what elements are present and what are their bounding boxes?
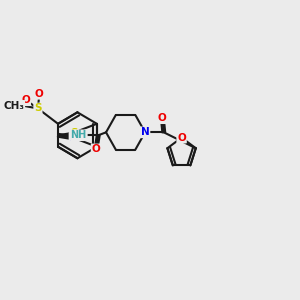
Text: O: O (177, 133, 186, 142)
Text: CH₃: CH₃ (4, 100, 25, 110)
Text: O: O (22, 95, 30, 105)
Text: O: O (35, 89, 44, 99)
Text: N: N (70, 133, 78, 143)
Text: O: O (92, 144, 100, 154)
Text: N: N (141, 127, 149, 137)
Text: O: O (158, 113, 167, 123)
Text: S: S (34, 103, 42, 113)
Text: S: S (70, 128, 78, 138)
Text: NH: NH (70, 130, 87, 140)
